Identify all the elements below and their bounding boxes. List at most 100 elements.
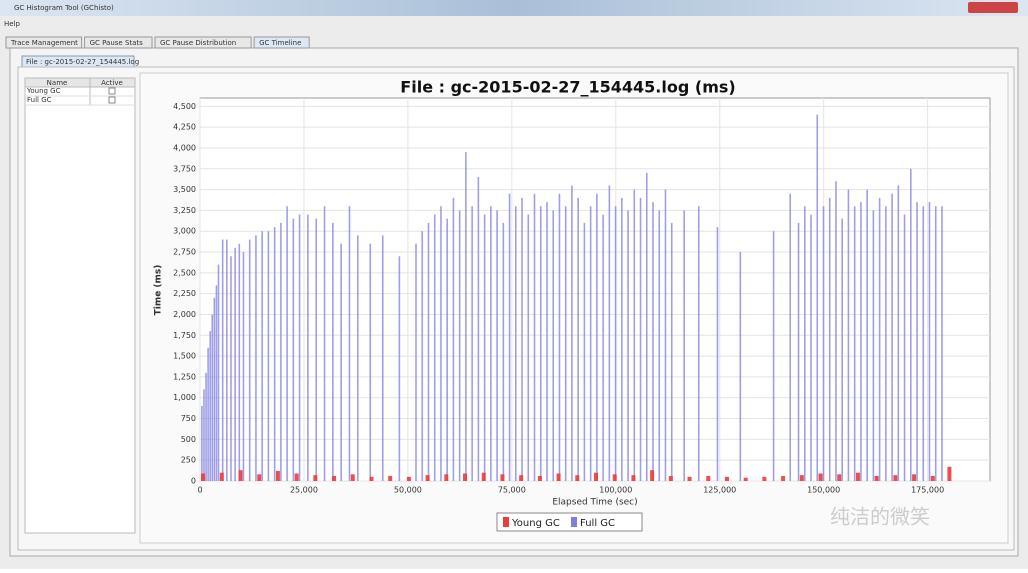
bar [912, 474, 917, 481]
bar [207, 347, 209, 481]
y-tick-label: 2,500 [173, 268, 196, 277]
tab[interactable] [154, 36, 252, 49]
y-tick-label: 3,250 [173, 206, 196, 215]
y-tick-label: 0 [191, 477, 196, 486]
bar [645, 172, 648, 481]
watermark: 纯洁的微笑 [830, 505, 930, 529]
bar [515, 206, 517, 481]
bar [564, 206, 567, 481]
y-tick-label: 3,000 [173, 227, 196, 236]
y-axis-label: Time (ms) [154, 265, 164, 316]
y-tick-label: 1,500 [173, 352, 196, 361]
window-title: GC Histogram Tool (GChisto) [14, 4, 114, 12]
bar [762, 476, 767, 481]
table-header-cell: Name [47, 79, 68, 87]
bar [292, 218, 295, 481]
bar [444, 474, 449, 481]
bar [500, 474, 505, 481]
checkbox[interactable] [108, 87, 116, 95]
bar [650, 470, 655, 481]
bar [874, 476, 879, 481]
bar [910, 168, 912, 482]
tab-label: GC Pause Stats [90, 39, 144, 47]
bar [658, 210, 661, 482]
bar [427, 222, 430, 482]
bar [853, 206, 856, 481]
menu-item[interactable]: Help [4, 20, 21, 28]
bar [369, 243, 372, 481]
legend-swatch [503, 517, 509, 527]
bar [558, 193, 561, 481]
bar [903, 214, 906, 481]
bar [421, 231, 424, 481]
checkbox[interactable] [108, 96, 116, 104]
x-tick-label: 150,000 [807, 486, 840, 495]
bar [446, 218, 448, 481]
tab[interactable] [5, 36, 83, 49]
chart-title: File : gc-2015-02-27_154445.log (ms) [400, 78, 735, 97]
bar [388, 476, 393, 481]
bar [855, 472, 860, 481]
bar [612, 474, 617, 481]
bar [841, 218, 843, 481]
table-cell: Young GC [26, 87, 61, 95]
bar [452, 197, 455, 482]
bar [332, 222, 334, 482]
bar [818, 473, 823, 481]
y-tick-label: 3,500 [173, 185, 196, 194]
bar [739, 252, 742, 481]
bar [238, 243, 241, 481]
bar [556, 473, 561, 481]
y-tick-label: 1,750 [173, 331, 196, 340]
bar [539, 206, 542, 481]
bar [583, 222, 586, 482]
y-tick-label: 2,750 [173, 248, 196, 257]
bar [941, 206, 943, 481]
tab[interactable] [253, 36, 310, 49]
plot-area [199, 97, 991, 482]
bar [496, 210, 498, 482]
bar [483, 214, 486, 481]
legend-label: Young GC [511, 518, 560, 529]
bar [816, 114, 819, 482]
bar [440, 206, 442, 481]
bar [799, 475, 804, 481]
bar [502, 222, 505, 482]
bar [639, 197, 642, 482]
y-tick-label: 250 [181, 456, 196, 465]
bar [916, 202, 918, 481]
bar [238, 470, 243, 481]
bar [275, 471, 280, 481]
bar [348, 206, 351, 481]
bar [433, 214, 436, 481]
bar [205, 372, 207, 481]
bar [633, 189, 636, 481]
bar [621, 197, 623, 482]
bar [533, 193, 536, 481]
bar [307, 214, 309, 481]
x-tick-label: 50,000 [394, 486, 422, 495]
bar [201, 406, 203, 481]
bar [828, 197, 831, 482]
bar [519, 475, 524, 481]
bar [508, 193, 511, 481]
bar [234, 247, 236, 481]
bar [313, 475, 318, 481]
bar [273, 227, 276, 481]
bar [822, 206, 825, 481]
y-tick-label: 1,250 [173, 372, 196, 381]
close-button[interactable] [968, 2, 1018, 13]
bar [242, 252, 245, 481]
bar [211, 314, 214, 481]
tab-label: GC Pause Distribution [160, 39, 236, 47]
bar [217, 264, 220, 481]
bar [415, 243, 417, 481]
bar [248, 239, 251, 481]
tab[interactable] [84, 36, 153, 49]
bar [947, 466, 952, 481]
bar [866, 189, 868, 481]
bar [406, 476, 411, 481]
bar [571, 185, 573, 481]
bar [477, 177, 480, 481]
